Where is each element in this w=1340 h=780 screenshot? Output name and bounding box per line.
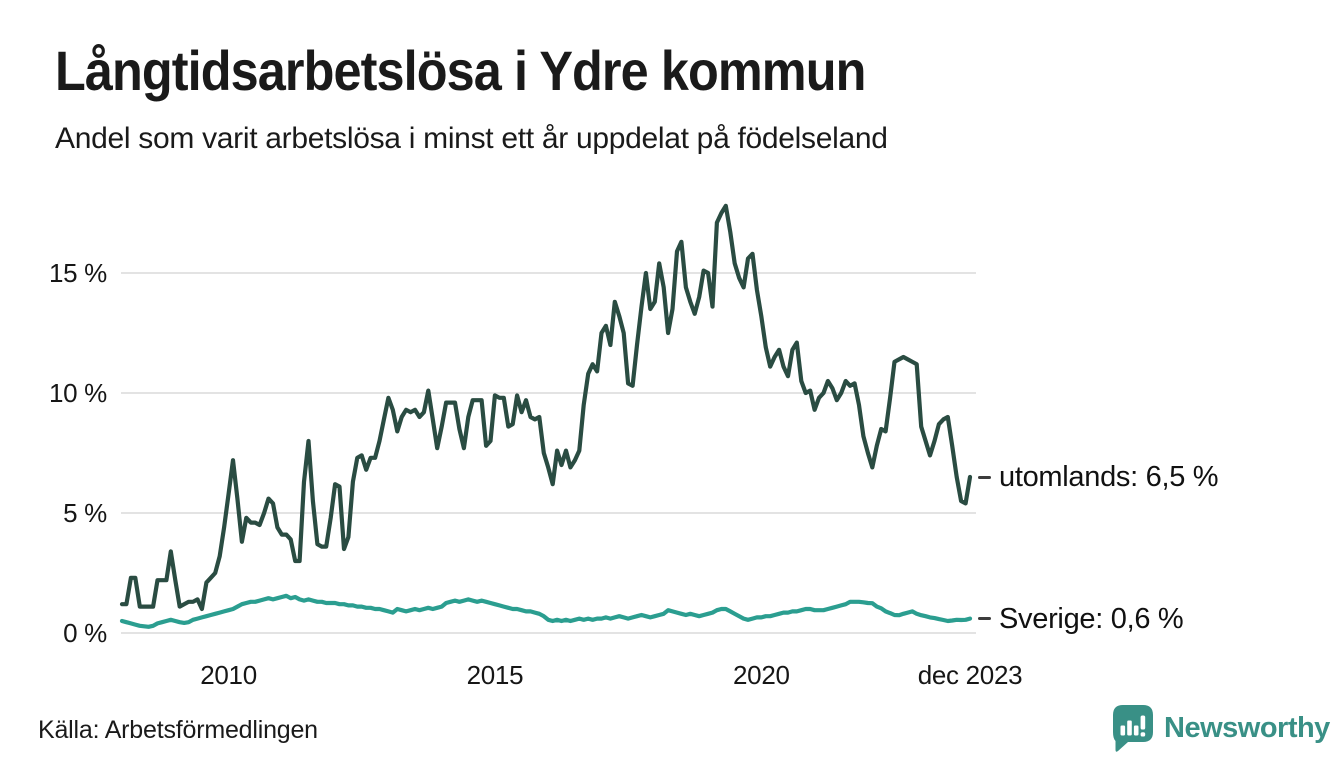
x-tick-label-2015: 2015	[466, 660, 524, 690]
annotation-tick	[978, 617, 991, 621]
y-tick-label-10: 10 %	[48, 378, 107, 408]
newsworthy-bubble-chart-icon	[1113, 705, 1153, 752]
series-end-label-Sverige: Sverige: 0,6 %	[978, 601, 1184, 637]
newsworthy-logo-text: Newsworthy	[1164, 711, 1330, 744]
x-tick-label-2020: 2020	[733, 660, 790, 690]
series-line-utomlands	[119, 203, 973, 612]
chart-subtitle: Andel som varit arbetslösa i minst ett å…	[55, 122, 888, 155]
annotation-text: utomlands: 6,5 %	[999, 461, 1219, 493]
annotation-tick	[978, 475, 991, 479]
y-tick-label-0: 0 %	[63, 618, 107, 648]
y-tick-label-5: 5 %	[63, 498, 107, 528]
source-caption: Källa: Arbetsförmedlingen	[38, 716, 318, 744]
series-line-Sverige	[119, 593, 973, 629]
y-tick-label-15: 15 %	[48, 258, 107, 288]
page-title: Långtidsarbetslösa i Ydre kommun	[55, 39, 866, 102]
x-tick-label-dec-2023: dec 2023	[917, 660, 1023, 690]
newsworthy-logo: Newsworthy	[1112, 704, 1330, 752]
annotation-text: Sverige: 0,6 %	[999, 602, 1184, 635]
series-end-label-utomlands: utomlands: 6,5 %	[978, 459, 1219, 495]
x-tick-label-2010: 2010	[200, 660, 257, 690]
